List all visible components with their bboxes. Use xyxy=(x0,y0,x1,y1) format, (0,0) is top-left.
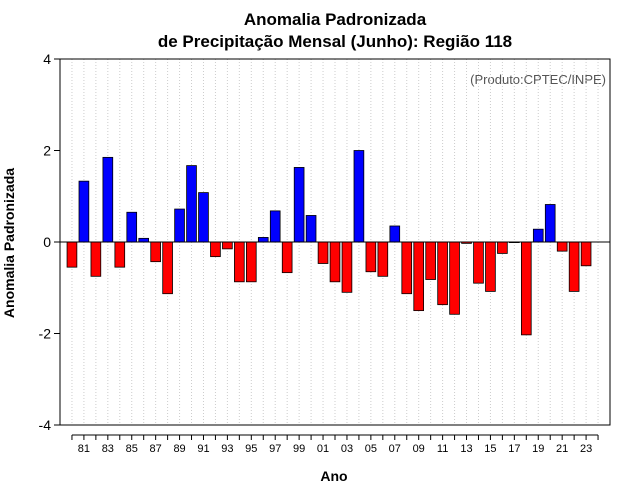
bar-1989 xyxy=(174,208,185,243)
bar-2000 xyxy=(305,215,317,243)
bar-1981 xyxy=(78,180,90,243)
bar-1987 xyxy=(150,241,161,263)
bar-2002 xyxy=(329,241,341,283)
x-tick-label: 01 xyxy=(317,443,329,455)
x-tick-label: 89 xyxy=(173,443,185,455)
bar-2023 xyxy=(580,241,592,267)
bar-2018 xyxy=(521,241,532,336)
x-tick-label: 17 xyxy=(508,443,520,455)
x-tick-label: 13 xyxy=(460,443,472,455)
bar-1985 xyxy=(126,211,138,243)
credit-label: (Produto:CPTEC/INPE) xyxy=(470,72,606,87)
bar-2010 xyxy=(425,241,436,280)
bar-1995 xyxy=(246,241,257,283)
chart-subtitle: de Precipitação Mensal (Junho): Região 1… xyxy=(158,32,512,51)
x-tick-label: 05 xyxy=(365,443,377,455)
bar-2009 xyxy=(413,241,424,312)
bar-2020 xyxy=(544,204,556,243)
y-tick-label: 4 xyxy=(43,51,51,67)
bar-2005 xyxy=(365,241,377,273)
x-tick-label: 85 xyxy=(126,443,138,455)
bar-2003 xyxy=(341,241,353,293)
x-tick-label: 83 xyxy=(102,443,114,455)
bar-1990 xyxy=(186,165,197,243)
x-tick-label: 03 xyxy=(341,443,353,455)
y-tick-label: -2 xyxy=(39,326,52,342)
x-tick-label: 07 xyxy=(389,443,401,455)
bar-2019 xyxy=(532,228,544,243)
bar-2001 xyxy=(317,241,329,264)
bar-1993 xyxy=(222,241,233,250)
x-tick-label: 15 xyxy=(484,443,496,455)
x-tick-label: 87 xyxy=(150,443,162,455)
x-tick-label: 99 xyxy=(293,443,305,455)
bar-1994 xyxy=(234,241,245,283)
x-tick-label: 21 xyxy=(556,443,568,455)
bar-2011 xyxy=(437,241,448,306)
bar-2016 xyxy=(497,241,508,254)
bar-2007 xyxy=(389,225,401,243)
bar-1996 xyxy=(257,237,269,243)
bar-1991 xyxy=(198,192,209,243)
bar-2022 xyxy=(568,241,580,292)
bar-1988 xyxy=(162,241,173,295)
y-tick-label: -4 xyxy=(39,417,52,433)
bar-1997 xyxy=(269,210,281,243)
chart-title: Anomalia Padronizada xyxy=(244,10,427,29)
bar-2004 xyxy=(353,150,365,243)
y-tick-label: 0 xyxy=(43,234,51,250)
y-tick-label: 2 xyxy=(43,143,51,159)
bar-2012 xyxy=(449,241,460,315)
x-tick-label: 91 xyxy=(197,443,209,455)
bar-1980 xyxy=(66,241,78,268)
x-tick-label: 09 xyxy=(413,443,425,455)
bar-1982 xyxy=(90,241,102,277)
bar-2008 xyxy=(401,241,413,295)
bar-2015 xyxy=(485,241,496,292)
x-tick-label: 95 xyxy=(245,443,257,455)
bar-2021 xyxy=(556,241,568,252)
bar-1986 xyxy=(138,237,149,243)
bar-2006 xyxy=(377,241,389,277)
x-axis-label: Ano xyxy=(320,468,347,484)
bar-1998 xyxy=(281,241,293,274)
bars xyxy=(66,150,592,336)
x-tick-label: 23 xyxy=(580,443,592,455)
bar-2014 xyxy=(473,241,484,284)
x-tick-label: 11 xyxy=(437,443,448,455)
x-tick-label: 19 xyxy=(532,443,544,455)
bar-1983 xyxy=(102,156,114,243)
x-tick-label: 97 xyxy=(269,443,281,455)
bar-1992 xyxy=(210,241,221,258)
axes: -4 -2 0 2 4 81 83 85 87 89 91 93 95 97 99 01 03 05 07 09 11 1… xyxy=(39,51,611,455)
bar-1999 xyxy=(293,167,305,243)
x-tick-label: 81 xyxy=(78,443,90,455)
x-tick-label: 93 xyxy=(221,443,233,455)
bar-1984 xyxy=(114,241,126,268)
y-axis-label: Anomalia Padronizada xyxy=(1,168,17,318)
